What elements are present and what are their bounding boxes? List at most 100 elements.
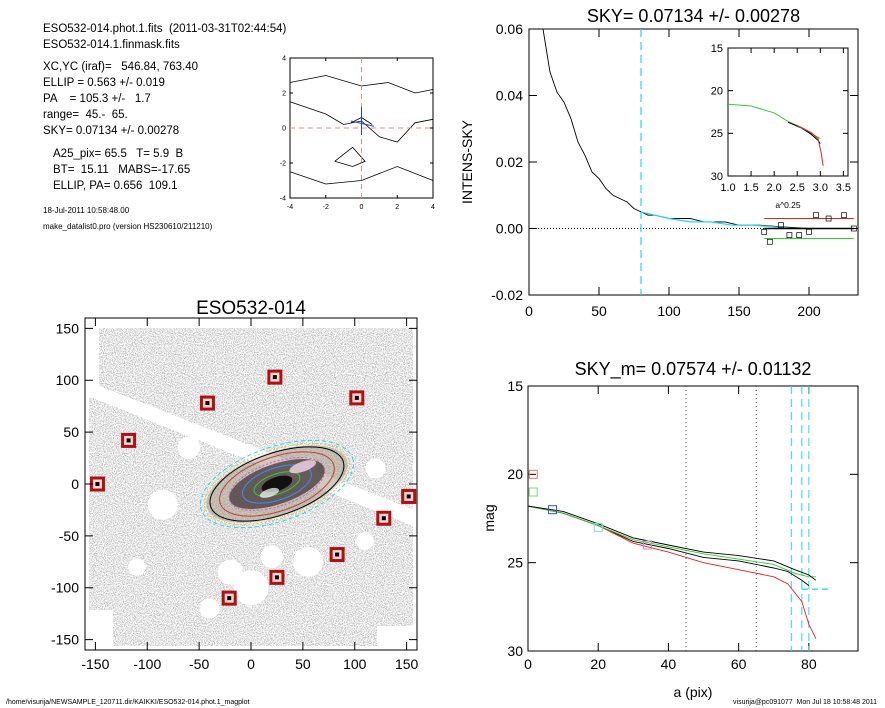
sky-point [761,228,768,235]
galaxy-group [199,439,355,529]
mag-x-label: 0 [524,656,532,672]
image-mask-blob [128,558,146,576]
sky-x-label: 100 [657,303,681,319]
mag-title: SKY_m= 0.07574 +/- 0.01132 [575,359,812,380]
header-ellip-pa: ELLIP, PA= 0.656 109.1 [53,180,178,192]
sky-point [841,212,847,219]
sky-point [796,232,803,238]
inset-bg [728,48,848,176]
sky-point [813,212,819,219]
footer-path: /home/visurija/NEWSAMPLE_120711.dir/KAIK… [6,699,250,706]
header-a25: A25_pix= 65.5 T= 5.9 B [53,148,184,160]
header-range: range= 45.- 65. [43,109,128,121]
galaxy-mask-patch [259,487,279,498]
mag-ylabel: mag [481,504,497,531]
contour-x-label: 4 [431,204,435,211]
mag-y-label: 15 [507,378,523,394]
image-y-label: -50 [59,528,79,544]
inset-y-label: 30 [711,171,723,183]
inset-frame [727,47,849,177]
sky-x-label: 150 [727,303,751,319]
inset-y-label: 20 [711,86,723,98]
mag-x-label: 40 [661,656,677,672]
image-mask-corner [85,610,113,650]
isophote-ellipse [199,439,355,529]
inset-y-label: 15 [711,43,723,55]
sky-y-label: 0.02 [496,154,523,170]
masked-star-core [205,401,210,406]
image-mask-corner [377,626,417,650]
header-mask-line: ESO532-014.1.finmask.fits [43,39,180,51]
image-mask-blob [199,598,220,619]
masked-star-core [227,596,232,601]
contour-line [334,146,366,167]
image-x-label: 100 [343,656,367,672]
inset-x-label: 3.5 [836,182,851,194]
sky-y-label: 0.04 [496,87,523,103]
isophote-ellipse [242,464,312,504]
contour-line [289,75,434,94]
mag-y-label: 25 [507,555,523,571]
inset-x-label: 1.5 [743,182,758,194]
sky-point [825,215,832,222]
image-x-label: 150 [395,656,419,672]
contour-x-label: 0 [360,204,364,211]
mag-frame [527,385,859,652]
mag-x-label: 80 [801,656,817,672]
inset-y-label: 25 [711,128,723,140]
contour-center-marker [350,120,375,127]
sky-point [778,222,784,229]
contour-y-label: 2 [282,90,286,97]
mag-y-label: 30 [507,643,523,659]
header-date: 18-Jul-2011 10:58:48.00 [43,206,130,215]
inset-xlabel: a^0.25 [775,200,801,210]
image-x-label: -150 [81,656,109,672]
image-mask-blob [356,532,374,550]
inset-profile-green [727,103,821,139]
header-sky: SKY= 0.07134 +/- 0.00278 [43,125,180,137]
mag-marker [548,505,558,515]
sky-x-label: 0 [525,303,533,319]
masked-star-core [95,482,100,486]
contour-line [289,101,434,143]
sky-point [786,232,793,238]
galaxy-core [261,475,293,493]
inset-x-label: 3.0 [813,182,828,194]
footer-stamp: visurija@pc091077 Mon Jul 18 10:58:48 20… [733,699,877,706]
sky-title: SKY= 0.07134 +/- 0.00278 [587,6,800,26]
contour-x-label: -4 [287,204,293,211]
header-ellip: ELLIP = 0.563 +/- 0.019 [43,77,165,89]
image-mask-corner [85,318,99,398]
image-mask-blob [365,458,386,479]
image-mask-blob [260,545,283,568]
sky-x-label: 50 [591,303,607,319]
sky-point [806,228,812,235]
inset-profile-red [796,125,824,166]
sky-y-label: 0.06 [496,21,523,37]
image-x-label: 0 [247,656,255,672]
header-bt: BT= 15.11 MABS=-17.65 [53,164,191,176]
inset-x-label: 2.0 [767,182,782,194]
image-title: ESO532-014 [196,298,306,319]
sky-y-label: 0.00 [496,220,523,236]
mag-xlabel: a (pix) [674,684,713,700]
contour-y-label: 0 [282,125,286,132]
mag-marker [528,487,538,497]
image-x-label: 50 [295,656,311,672]
image-x-label: -100 [133,656,161,672]
image-mask-blob [293,546,324,577]
contour-x-label: -2 [323,204,329,211]
sky-point [850,225,857,232]
isophote-ellipse [209,446,345,522]
image-y-label: -100 [51,580,79,596]
header-file-line: ESO532-014.phot.1.fits (2011-03-31T02:44… [43,23,287,35]
image-y-label: 100 [56,372,80,388]
inset-x-label: 1.0 [720,182,735,194]
isophote-ellipse [203,442,351,526]
masked-star-core [406,494,411,499]
sky-point [766,238,773,245]
mag-profile-line [527,505,817,639]
image-x-label: -50 [189,656,209,672]
image-y-label: 0 [71,476,79,492]
mag-marker [528,469,538,479]
